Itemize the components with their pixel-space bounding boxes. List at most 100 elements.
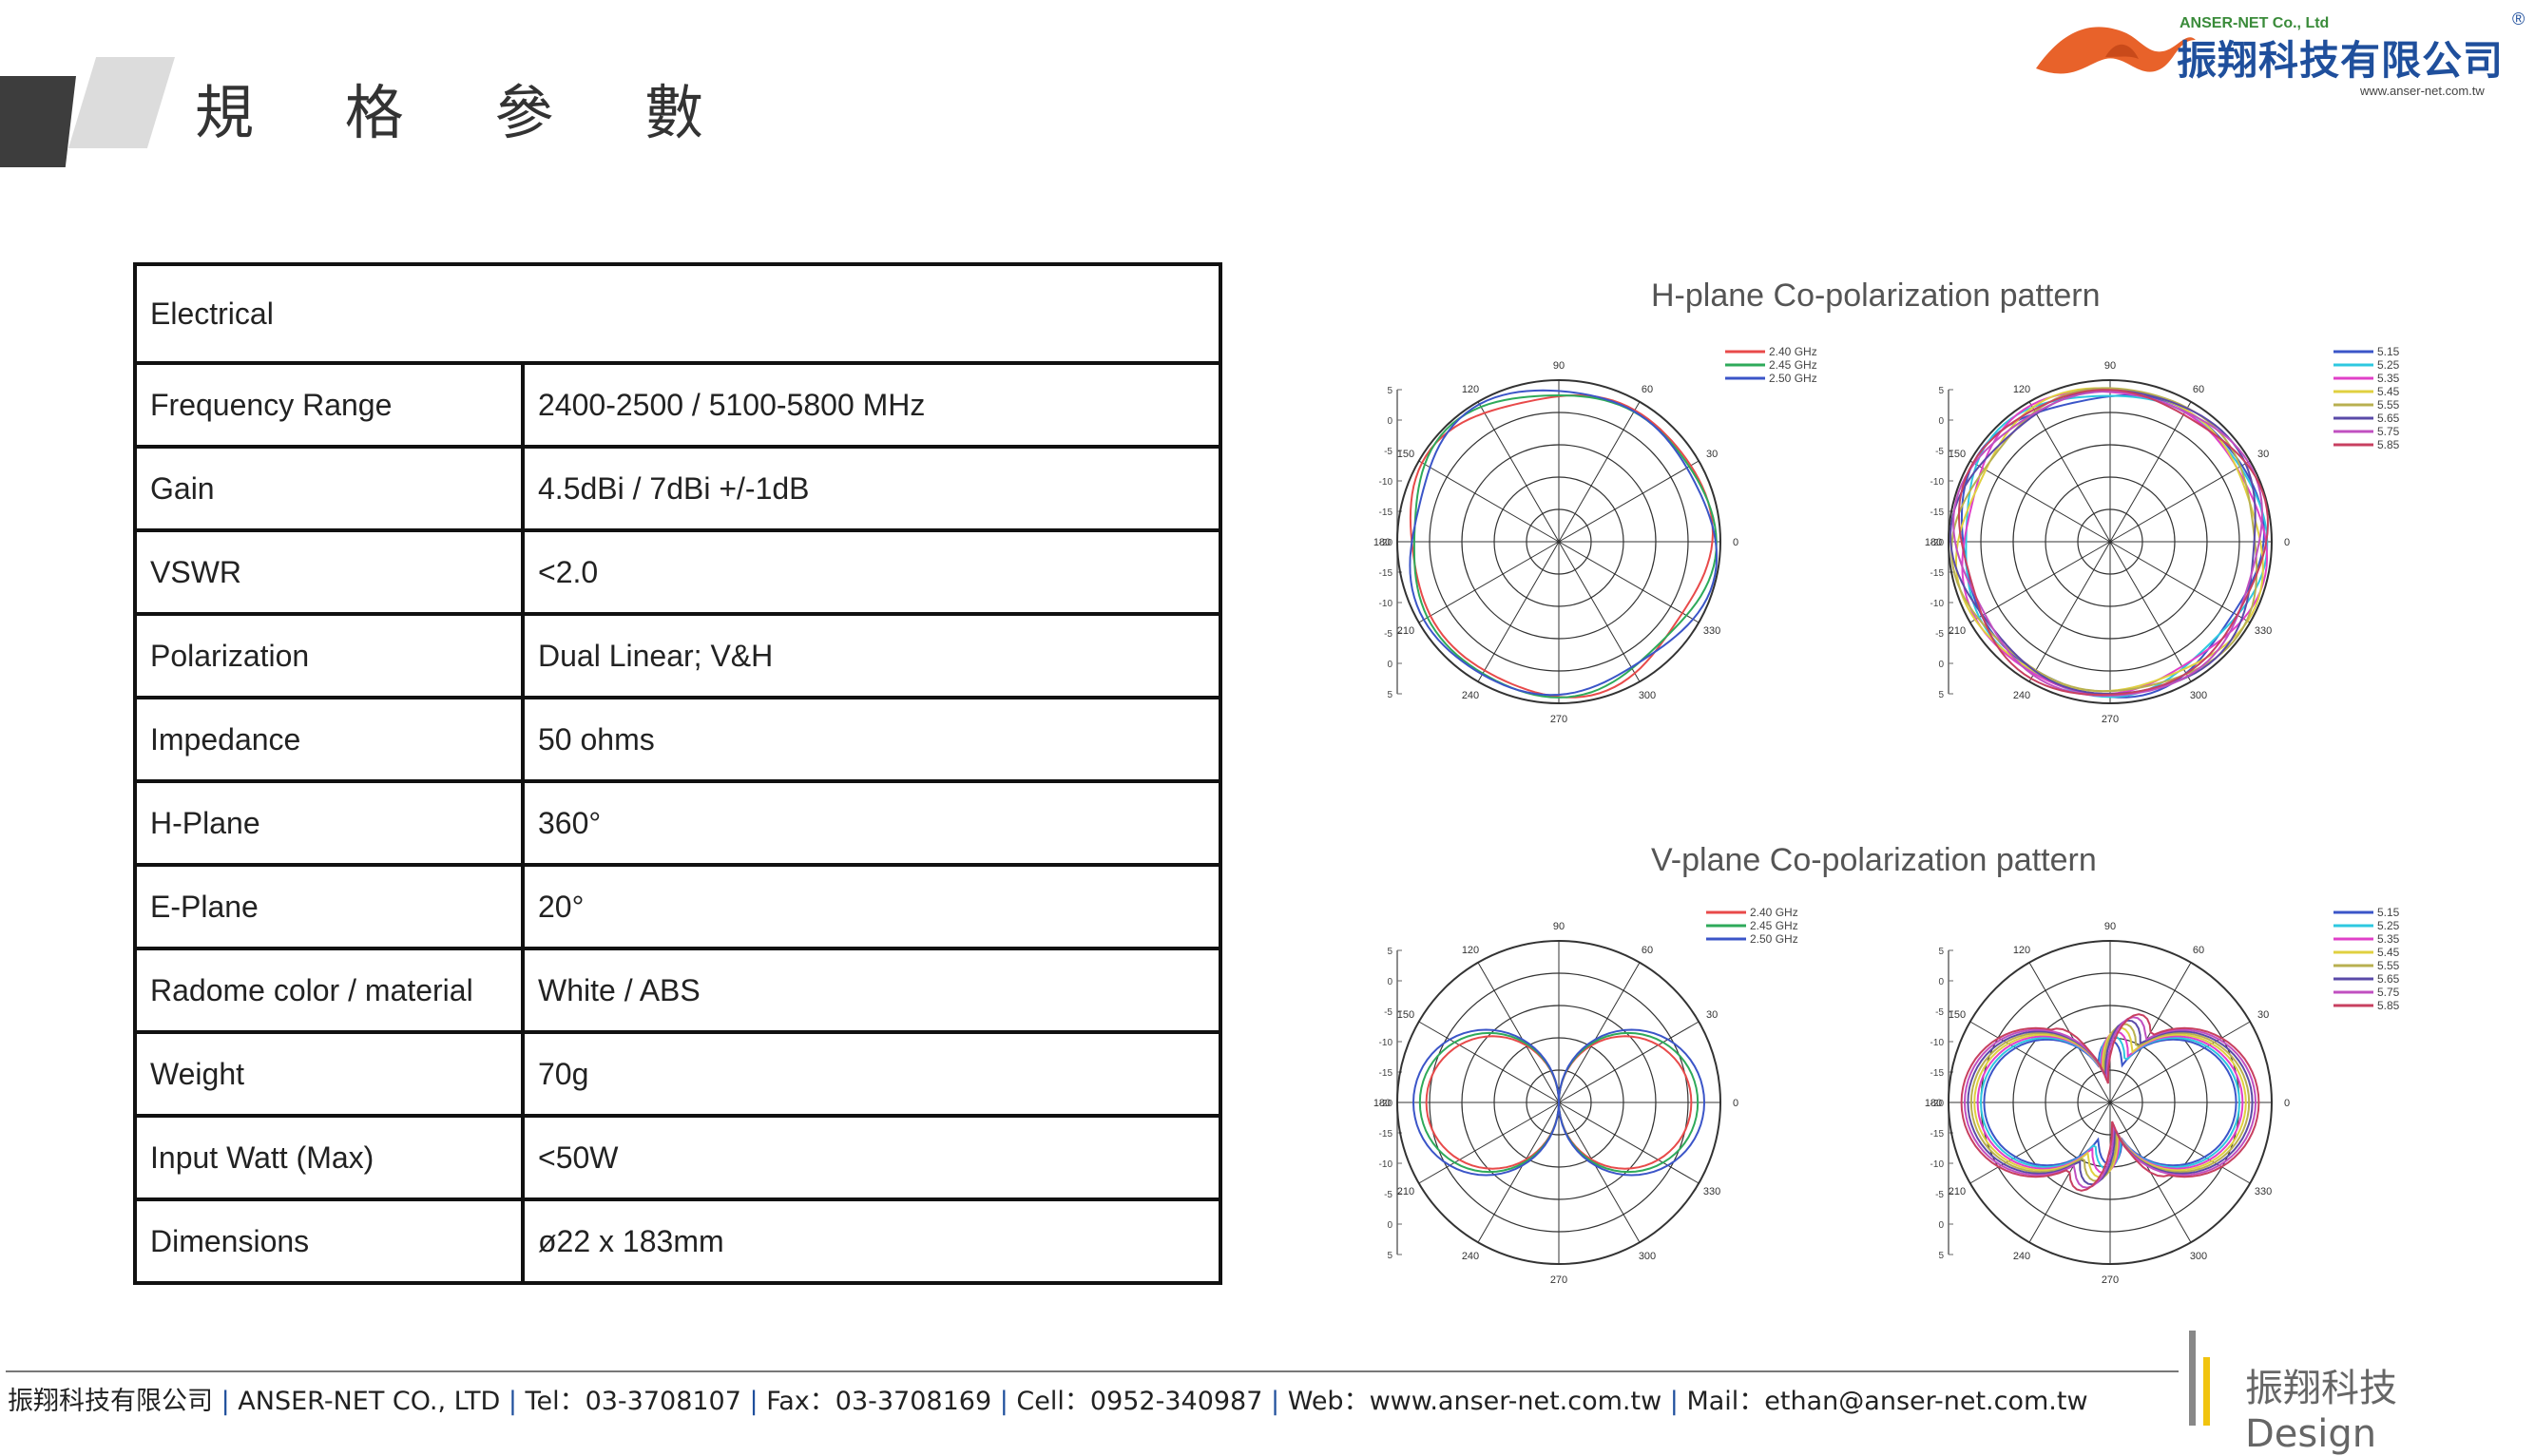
spec-value: ø22 x 183mm xyxy=(521,1197,1222,1285)
spec-value: White / ABS xyxy=(521,947,1222,1034)
angle-label: 90 xyxy=(2104,921,2116,932)
angle-label: 180 xyxy=(1373,537,1391,548)
spec-row: Radome color / material White / ABS xyxy=(133,947,1222,1034)
spec-value: 20° xyxy=(521,863,1222,950)
legend-label: 5.85 xyxy=(2377,438,2400,451)
scale-tick-label: 0 xyxy=(1938,1220,1944,1231)
angle-label: 30 xyxy=(1706,1009,1718,1021)
scale-tick-label: -5 xyxy=(1935,447,1944,457)
legend-label: 5.65 xyxy=(2377,412,2400,425)
pattern-curve xyxy=(1957,389,2270,697)
angle-label: 0 xyxy=(1733,537,1738,548)
spec-row: Impedance 50 ohms xyxy=(133,696,1222,783)
scale-tick-label: -15 xyxy=(1930,1129,1945,1140)
scale-tick-label: -20 xyxy=(1379,538,1393,548)
angle-label: 210 xyxy=(1949,625,1966,637)
angle-label: 120 xyxy=(1462,945,1479,956)
spec-value: Dual Linear; V&H xyxy=(521,612,1222,699)
pattern-curve xyxy=(1963,1016,2257,1189)
spec-row: VSWR <2.0 xyxy=(133,528,1222,616)
scale-tick-label: 0 xyxy=(1387,416,1392,427)
footer-fax: Fax：03-3708169 xyxy=(766,1387,992,1416)
angle-label: 270 xyxy=(2102,714,2119,725)
angle-label: 270 xyxy=(1550,714,1567,725)
footer-brand: 振翔科技 Design xyxy=(2245,1367,2397,1456)
footer-cell: Cell：0952-340987 xyxy=(1016,1387,1263,1416)
angle-label: 90 xyxy=(1553,921,1565,932)
scale-tick-label: 5 xyxy=(1938,1251,1944,1261)
footer-divider xyxy=(6,1370,2179,1372)
spec-label: Frequency Range xyxy=(133,361,525,449)
pattern-curve xyxy=(1418,1031,1700,1174)
scale-tick-label: -10 xyxy=(1379,477,1393,488)
scale-tick-label: -5 xyxy=(1935,629,1944,640)
angle-label: 150 xyxy=(1949,1009,1966,1021)
spec-label: Input Watt (Max) xyxy=(133,1114,525,1201)
v-plane-24ghz-chart: 5 0 -5 -10 -15 -20 -15 -10 -5 0 5 0 30 60 90 120 150 180 2… xyxy=(1373,906,1798,1286)
legend-label: 2.50 GHz xyxy=(1750,932,1798,946)
scale-tick-label: -5 xyxy=(1935,1007,1944,1018)
pattern-curve xyxy=(1412,1028,1706,1177)
angle-label: 60 xyxy=(2193,945,2204,956)
angle-label: 30 xyxy=(1706,449,1718,460)
legend-label: 5.15 xyxy=(2377,906,2400,919)
legend-label: 2.50 GHz xyxy=(1769,372,1817,385)
chart-legend: 5.155.255.355.455.555.655.755.85 xyxy=(2333,345,2400,451)
spec-label: Polarization xyxy=(133,612,525,699)
scale-tick-label: -10 xyxy=(1930,1159,1945,1170)
scale-tick-label: -10 xyxy=(1379,599,1393,609)
angle-label: 300 xyxy=(1639,690,1656,701)
scale-tick-label: -5 xyxy=(1384,629,1392,640)
spec-label: Radome color / material xyxy=(133,947,525,1034)
angle-label: 210 xyxy=(1397,625,1414,637)
spec-value: <50W xyxy=(521,1114,1222,1201)
polar-grid xyxy=(1396,940,1721,1265)
angle-label: 120 xyxy=(1462,384,1479,395)
spec-row: Input Watt (Max) <50W xyxy=(133,1114,1222,1201)
legend-label: 2.40 GHz xyxy=(1750,906,1798,919)
h-plane-chart-title: H-plane Co-polarization pattern xyxy=(1651,278,2101,314)
angle-label: 150 xyxy=(1397,449,1414,460)
scale-tick-label: -15 xyxy=(1930,568,1945,579)
scale-tick-label: 0 xyxy=(1387,977,1392,987)
logo-website: www.anser-net.com.tw xyxy=(2360,84,2485,98)
angle-label: 240 xyxy=(2013,1251,2030,1262)
legend-label: 5.75 xyxy=(2377,986,2400,999)
scale-tick-label: 5 xyxy=(1938,947,1944,957)
scale-tick-label: 5 xyxy=(1938,690,1944,700)
spec-row: Weight 70g xyxy=(133,1030,1222,1118)
legend-label: 5.45 xyxy=(2377,385,2400,398)
legend-label: 5.65 xyxy=(2377,972,2400,986)
angle-label: 90 xyxy=(1553,360,1565,372)
footer-mail[interactable]: Mail：ethan@anser-net.com.tw xyxy=(1686,1387,2088,1416)
scale-tick-label: 0 xyxy=(1387,1220,1392,1231)
scale-tick-label: 0 xyxy=(1938,977,1944,987)
footer-web[interactable]: Web：www.anser-net.com.tw xyxy=(1287,1387,1662,1416)
legend-label: 5.35 xyxy=(2377,372,2400,385)
angle-label: 90 xyxy=(2104,360,2116,372)
spec-value: 4.5dBi / 7dBi +/-1dB xyxy=(521,445,1222,532)
scale-tick-label: 5 xyxy=(1387,1251,1392,1261)
page-title: 規 格 參 數 xyxy=(195,78,740,147)
h-plane-24ghz-chart: 5 0 -5 -10 -15 -20 -15 -10 -5 0 5 0 30 60 90 120 150 180 2… xyxy=(1373,345,1817,725)
spec-value: 360° xyxy=(521,779,1222,867)
scale-tick-label: 0 xyxy=(1938,416,1944,427)
angle-label: 60 xyxy=(1642,384,1653,395)
angle-label: 30 xyxy=(2257,449,2269,460)
scale-tick-label: -10 xyxy=(1930,477,1945,488)
angle-label: 0 xyxy=(1733,1098,1738,1109)
spec-row: H-Plane 360° xyxy=(133,779,1222,867)
scale-tick-label: 5 xyxy=(1387,947,1392,957)
v-plane-5ghz-chart: 5 0 -5 -10 -15 -20 -15 -10 -5 0 5 0 30 60 90 120 150 180 2… xyxy=(1925,906,2400,1286)
pattern-curve xyxy=(1425,1035,1693,1170)
footer-company-en: ANSER-NET CO., LTD xyxy=(238,1387,501,1416)
legend-label: 5.75 xyxy=(2377,425,2400,438)
legend-label: 5.45 xyxy=(2377,946,2400,959)
angle-label: 0 xyxy=(2284,537,2290,548)
scale-tick-label: -20 xyxy=(1379,1099,1393,1109)
legend-label: 2.45 GHz xyxy=(1750,919,1798,932)
spec-label: Weight xyxy=(133,1030,525,1118)
angle-label: 150 xyxy=(1397,1009,1414,1021)
